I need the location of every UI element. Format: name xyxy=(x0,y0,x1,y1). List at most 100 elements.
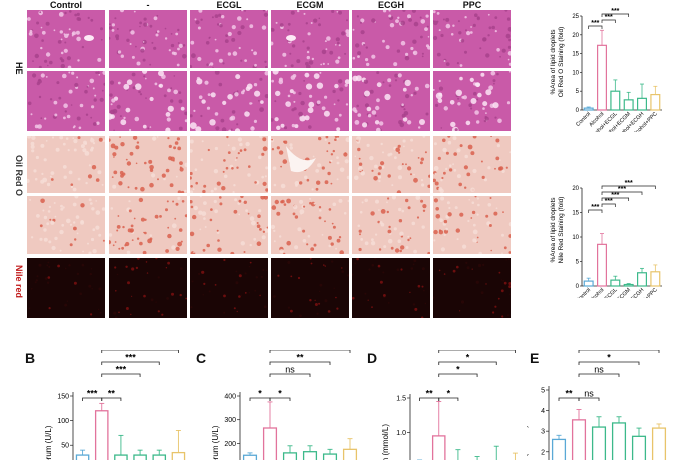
tissue-cell xyxy=(411,221,416,226)
tissue-cell xyxy=(173,159,175,162)
tissue-cell xyxy=(212,67,214,68)
tissue-cell xyxy=(136,237,140,240)
tissue-cell xyxy=(133,217,136,220)
tissue-cell xyxy=(367,299,369,301)
tissue-cell xyxy=(375,199,379,204)
tissue-cell xyxy=(46,222,50,226)
tissue-cell xyxy=(290,64,294,68)
tissue-cell xyxy=(46,281,50,284)
tissue-cell xyxy=(407,206,411,210)
tissue-cell xyxy=(62,73,67,79)
tissue-cell xyxy=(464,186,467,189)
tissue-cell xyxy=(443,229,449,234)
tissue-cell xyxy=(87,174,93,179)
tissue-cell xyxy=(313,243,317,247)
tissue-cell xyxy=(62,165,67,169)
tissue-cell xyxy=(394,79,398,82)
micrograph-tile xyxy=(352,136,430,193)
tissue-cell xyxy=(136,61,141,66)
tissue-cell xyxy=(165,168,170,173)
tissue-cell xyxy=(48,240,52,244)
tissue-cell xyxy=(377,220,380,224)
tissue-cell xyxy=(264,228,268,233)
tissue-cell xyxy=(47,210,51,213)
tissue-cell xyxy=(474,240,478,243)
tissue-cell xyxy=(438,86,444,91)
tissue-cell xyxy=(307,107,314,114)
tissue-cell xyxy=(99,311,102,314)
tissue-cell xyxy=(278,150,284,155)
tissue-cell xyxy=(264,71,268,76)
tissue-cell xyxy=(404,79,411,87)
tissue-cell xyxy=(140,217,145,222)
tissue-cell xyxy=(470,187,475,192)
row-label-oil: Oil Red O xyxy=(14,155,24,197)
tissue-cell xyxy=(235,281,239,285)
tissue-cell xyxy=(469,77,474,82)
tissue-cell xyxy=(231,110,236,114)
tissue-cell xyxy=(127,228,132,233)
tissue-cell xyxy=(117,215,120,217)
tissue-cell xyxy=(474,110,479,115)
tissue-cell xyxy=(420,179,424,182)
tissue-cell xyxy=(341,267,343,269)
tissue-cell xyxy=(336,307,339,310)
tissue-cell xyxy=(283,203,287,206)
tissue-cell xyxy=(40,26,43,29)
tissue-cell xyxy=(469,31,473,34)
col-label-alcohol: - xyxy=(146,0,150,10)
tissue-cell xyxy=(436,12,440,15)
tissue-cell xyxy=(293,204,298,210)
sig-bracket xyxy=(438,350,516,353)
tissue-cell xyxy=(149,234,153,237)
tissue-cell xyxy=(40,117,43,120)
tissue-cell xyxy=(344,52,347,55)
tissue-cell xyxy=(310,22,313,24)
tissue-cell xyxy=(170,33,173,35)
tissue-cell xyxy=(74,13,78,17)
tissue-cell xyxy=(72,31,76,36)
tissue-cell xyxy=(502,279,505,282)
tissue-cell xyxy=(86,85,89,88)
tissue-cell xyxy=(299,181,303,185)
tissue-cell xyxy=(309,258,312,260)
tissue-cell xyxy=(357,224,361,228)
tissue-cell xyxy=(237,201,241,205)
tissue-cell xyxy=(139,93,143,96)
tissue-cell xyxy=(289,52,292,55)
tissue-texture xyxy=(109,71,187,131)
tissue-cell xyxy=(265,188,268,192)
tissue-cell xyxy=(63,175,67,179)
tissue-cell xyxy=(230,128,233,131)
sig-label: *** xyxy=(591,204,599,211)
tissue-cell xyxy=(376,82,382,88)
tissue-cell xyxy=(403,145,405,148)
tissue-cell xyxy=(271,148,275,151)
bar xyxy=(623,99,634,111)
tissue-cell xyxy=(344,159,349,164)
tissue-cell xyxy=(462,95,467,100)
tissue-cell xyxy=(203,282,206,285)
tissue-cell xyxy=(428,174,430,178)
tissue-cell xyxy=(371,306,373,308)
y-tick-label: 150 xyxy=(57,394,69,401)
tissue-cell xyxy=(131,239,134,241)
tissue-cell xyxy=(308,101,315,108)
tissue-cell xyxy=(282,52,287,57)
tissue-cell xyxy=(326,150,329,153)
tissue-cell xyxy=(142,71,148,74)
tissue-cell xyxy=(200,114,203,118)
tissue-cell xyxy=(118,311,120,314)
tissue-cell xyxy=(156,30,160,33)
tissue-cell xyxy=(129,151,134,156)
row-label-nile: Nile red xyxy=(14,265,24,299)
tissue-cell xyxy=(210,189,214,193)
micrograph-tile xyxy=(109,136,187,193)
tissue-cell xyxy=(407,235,410,238)
tissue-cell xyxy=(150,298,154,302)
tissue-cell xyxy=(129,43,132,45)
tissue-cell xyxy=(485,53,490,58)
tissue-cell xyxy=(111,29,115,32)
tissue-cell xyxy=(407,238,410,242)
